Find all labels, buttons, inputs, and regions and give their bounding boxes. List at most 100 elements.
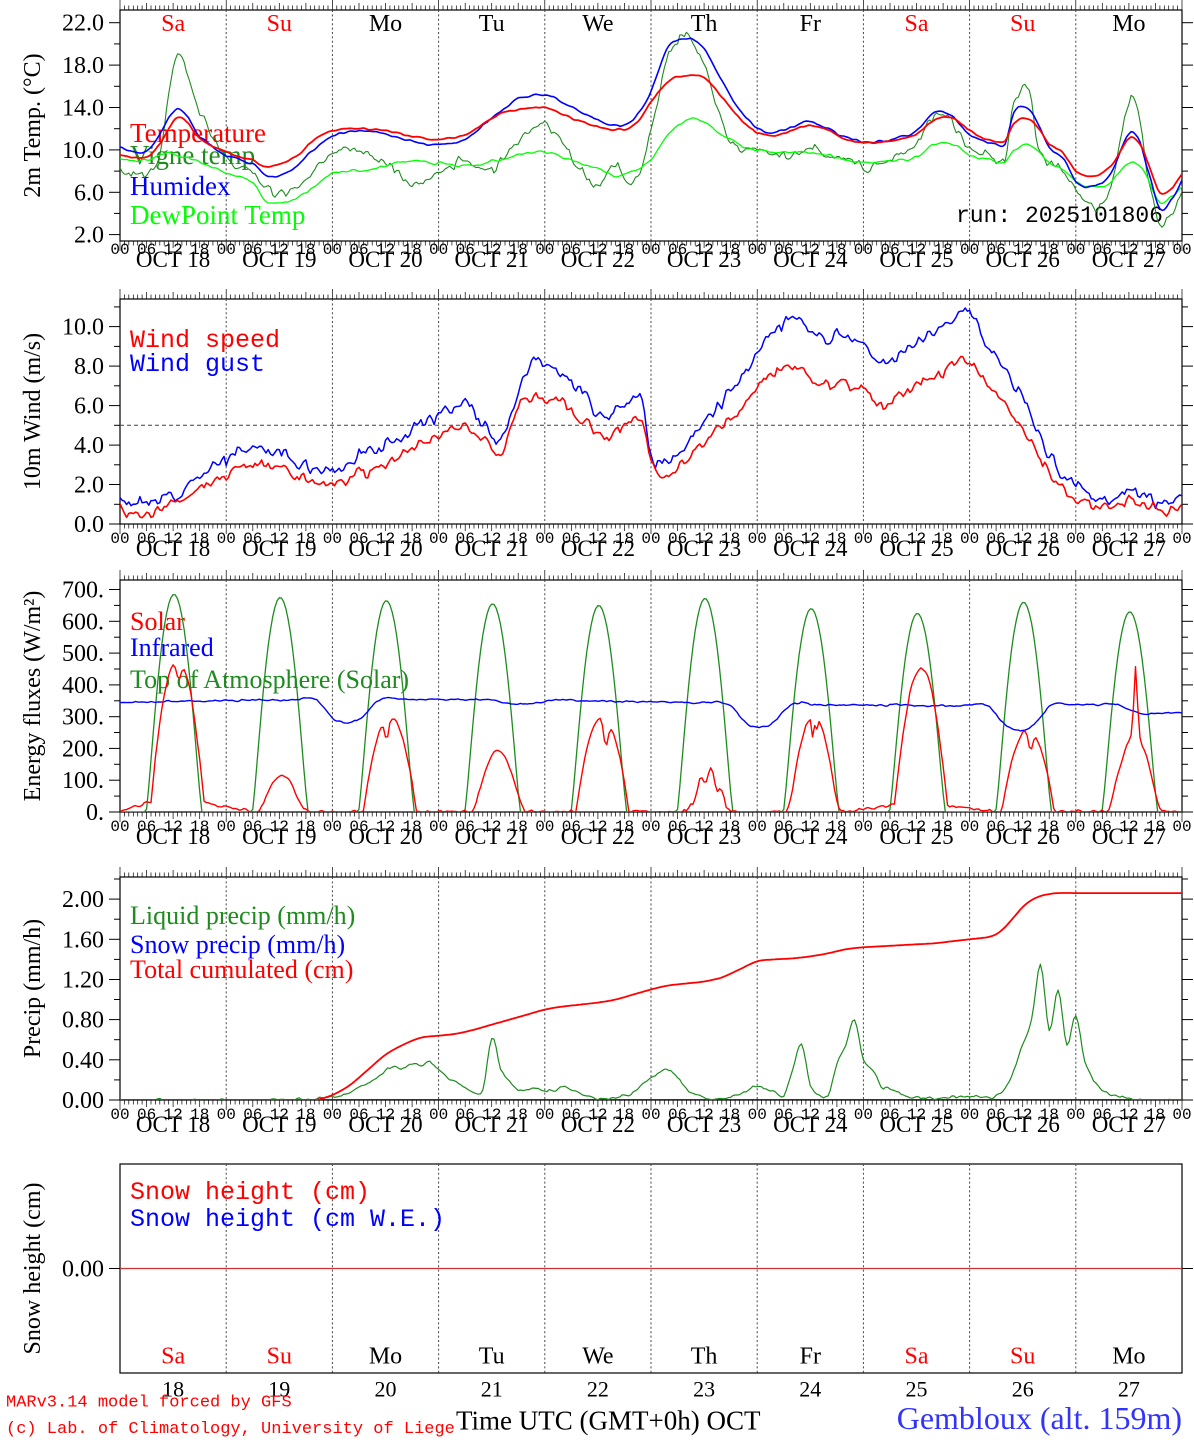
svg-text:4.0: 4.0: [74, 433, 104, 459]
svg-text:18: 18: [827, 530, 846, 548]
svg-text:0.: 0.: [86, 800, 104, 826]
svg-text:06: 06: [562, 241, 581, 259]
svg-text:18: 18: [615, 241, 634, 259]
svg-text:18: 18: [933, 241, 952, 259]
svg-text:Wind gust: Wind gust: [130, 350, 265, 379]
svg-text:20: 20: [375, 1376, 397, 1401]
svg-text:18: 18: [721, 818, 740, 836]
svg-text:00: 00: [429, 241, 448, 259]
svg-text:12: 12: [1119, 818, 1138, 836]
svg-text:12: 12: [694, 1106, 713, 1124]
svg-text:00: 00: [110, 1106, 129, 1124]
svg-text:Th: Th: [691, 1344, 718, 1370]
svg-text:00: 00: [960, 241, 979, 259]
svg-text:00: 00: [854, 241, 873, 259]
svg-text:Sa: Sa: [905, 1344, 929, 1370]
svg-text:12: 12: [376, 241, 395, 259]
svg-text:12: 12: [907, 1106, 926, 1124]
svg-text:23: 23: [693, 1376, 715, 1401]
svg-text:00: 00: [641, 241, 660, 259]
svg-text:8.0: 8.0: [74, 354, 104, 380]
svg-text:12: 12: [694, 818, 713, 836]
svg-text:00: 00: [1172, 241, 1191, 259]
svg-text:10.0: 10.0: [62, 315, 104, 341]
svg-text:0.00: 0.00: [62, 1088, 104, 1114]
svg-text:Sa: Sa: [161, 1344, 185, 1370]
svg-text:12: 12: [482, 241, 501, 259]
svg-text:12: 12: [907, 818, 926, 836]
svg-text:00: 00: [641, 818, 660, 836]
svg-text:100.: 100.: [62, 768, 104, 794]
svg-text:22: 22: [587, 1376, 609, 1401]
svg-text:Energy fluxes (W/m²): Energy fluxes (W/m²): [20, 591, 46, 802]
svg-text:Th: Th: [691, 11, 718, 37]
svg-text:1.20: 1.20: [62, 968, 104, 994]
svg-text:21: 21: [481, 1376, 503, 1401]
svg-text:00: 00: [323, 530, 342, 548]
svg-text:12: 12: [801, 818, 820, 836]
svg-text:Snow height (cm): Snow height (cm): [20, 1183, 46, 1355]
svg-text:12: 12: [801, 241, 820, 259]
svg-text:Su: Su: [1010, 11, 1035, 37]
svg-text:00: 00: [535, 818, 554, 836]
svg-text:2.0: 2.0: [74, 223, 104, 249]
svg-text:2m Temp. (°C): 2m Temp. (°C): [20, 53, 46, 197]
svg-text:18: 18: [827, 241, 846, 259]
svg-text:18: 18: [190, 1106, 209, 1124]
svg-text:06: 06: [1093, 818, 1112, 836]
svg-text:18: 18: [296, 241, 315, 259]
svg-text:00: 00: [535, 530, 554, 548]
svg-text:12: 12: [907, 530, 926, 548]
svg-text:00: 00: [217, 818, 236, 836]
svg-text:06: 06: [1093, 1106, 1112, 1124]
svg-text:06: 06: [456, 241, 475, 259]
svg-text:12: 12: [1013, 818, 1032, 836]
svg-text:00: 00: [748, 241, 767, 259]
svg-text:200.: 200.: [62, 736, 104, 762]
svg-text:18: 18: [296, 1106, 315, 1124]
svg-text:18: 18: [1040, 530, 1059, 548]
svg-text:06: 06: [349, 818, 368, 836]
svg-text:00: 00: [1066, 1106, 1085, 1124]
svg-text:06: 06: [137, 530, 156, 548]
svg-text:2.00: 2.00: [62, 887, 104, 913]
svg-text:MARv3.14 model forced by GFS: MARv3.14 model forced by GFS: [6, 1394, 292, 1413]
svg-text:18: 18: [933, 530, 952, 548]
svg-text:00: 00: [110, 818, 129, 836]
svg-text:Su: Su: [267, 1344, 292, 1370]
svg-text:00: 00: [641, 1106, 660, 1124]
svg-text:00: 00: [429, 818, 448, 836]
svg-text:10m Wind (m/s): 10m Wind (m/s): [20, 333, 46, 490]
svg-text:00: 00: [1066, 818, 1085, 836]
svg-text:00: 00: [1066, 530, 1085, 548]
svg-text:6.0: 6.0: [74, 394, 104, 420]
svg-text:Precip (mm/h): Precip (mm/h): [20, 919, 46, 1058]
svg-text:18: 18: [721, 1106, 740, 1124]
svg-text:18: 18: [1146, 818, 1165, 836]
svg-text:10.0: 10.0: [62, 138, 104, 164]
svg-text:Mo: Mo: [1112, 11, 1145, 37]
svg-text:00: 00: [535, 1106, 554, 1124]
svg-text:06: 06: [880, 1106, 899, 1124]
svg-text:400.: 400.: [62, 673, 104, 699]
svg-text:18: 18: [827, 1106, 846, 1124]
svg-text:Infrared: Infrared: [130, 633, 214, 662]
svg-text:12: 12: [270, 818, 289, 836]
svg-text:12: 12: [588, 1106, 607, 1124]
svg-text:12: 12: [376, 530, 395, 548]
svg-text:06: 06: [137, 1106, 156, 1124]
svg-text:00: 00: [748, 1106, 767, 1124]
svg-text:06: 06: [1093, 241, 1112, 259]
svg-text:06: 06: [137, 818, 156, 836]
svg-text:Snow height (cm W.E.): Snow height (cm W.E.): [130, 1205, 445, 1234]
svg-text:06: 06: [774, 818, 793, 836]
svg-text:18: 18: [615, 818, 634, 836]
svg-text:700.: 700.: [62, 578, 104, 604]
svg-text:06: 06: [668, 1106, 687, 1124]
svg-text:18: 18: [1040, 1106, 1059, 1124]
svg-text:18: 18: [509, 818, 528, 836]
svg-text:Tu: Tu: [479, 1344, 505, 1370]
svg-text:00: 00: [854, 818, 873, 836]
svg-text:12: 12: [270, 530, 289, 548]
svg-text:24: 24: [799, 1376, 821, 1401]
